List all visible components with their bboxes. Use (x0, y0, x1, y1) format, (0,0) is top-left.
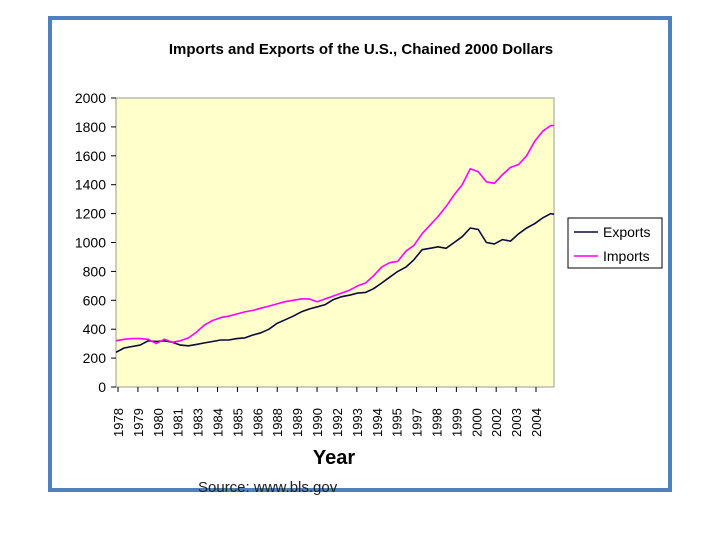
x-tick-label: 1978 (111, 408, 126, 437)
x-tick-label: 1992 (330, 408, 345, 437)
x-tick-label: 2003 (509, 408, 524, 437)
x-tick-label: 1990 (310, 408, 325, 437)
y-axis-ticks: 0 200 400 600 800 1000 1200 1400 1600 1800 2000 (75, 90, 116, 395)
x-tick-label: 1994 (370, 408, 385, 437)
x-tick-label: 1999 (449, 408, 464, 437)
plot-area (115, 97, 555, 388)
y-tick-label: 1400 (75, 177, 106, 193)
source-caption: Source: www.bls.gov (198, 479, 338, 496)
y-tick-label: 200 (83, 350, 107, 366)
y-tick-label: 1800 (75, 119, 106, 135)
y-tick-label: 2000 (75, 90, 106, 106)
x-tick-label: 1981 (171, 408, 186, 437)
x-tick-label: 1998 (429, 408, 444, 437)
series-line-imports (115, 124, 554, 345)
y-tick-label: 600 (83, 292, 107, 308)
legend-label-imports: Imports (603, 248, 650, 264)
y-tick-label: 800 (83, 263, 107, 279)
x-tick-label: 1986 (250, 408, 265, 437)
x-tick-label: 1997 (410, 408, 425, 437)
x-tick-label: 1980 (151, 408, 166, 437)
x-axis-ticks: 1978 1979 1980 1981 1983 1984 1985 1986 1988 1989… (111, 387, 544, 437)
x-tick-label: 1993 (350, 408, 365, 437)
y-tick-label: 0 (98, 379, 106, 395)
legend: Exports Imports (567, 217, 663, 269)
chart-title: Imports and Exports of the U.S., Chained… (169, 41, 553, 58)
x-tick-label: 1984 (211, 408, 226, 437)
x-tick-label: 1983 (191, 408, 206, 437)
x-tick-label: 1989 (290, 408, 305, 437)
series-lines (115, 124, 555, 354)
legend-label-exports: Exports (603, 224, 650, 240)
series-line-exports (115, 212, 555, 354)
x-tick-label: 1985 (230, 408, 245, 437)
y-tick-label: 1600 (75, 148, 106, 164)
x-tick-label: 2004 (529, 408, 544, 437)
x-tick-label: 1988 (270, 408, 285, 437)
y-tick-label: 1200 (75, 206, 106, 222)
legend-box (567, 217, 663, 269)
x-tick-label: 2000 (469, 408, 484, 437)
y-tick-label: 400 (83, 321, 107, 337)
x-tick-label: 1995 (390, 408, 405, 437)
x-tick-label: 2002 (489, 408, 504, 437)
y-tick-label: 1000 (75, 235, 106, 251)
x-tick-label: 1979 (131, 408, 146, 437)
x-axis-label: Year (313, 447, 355, 469)
